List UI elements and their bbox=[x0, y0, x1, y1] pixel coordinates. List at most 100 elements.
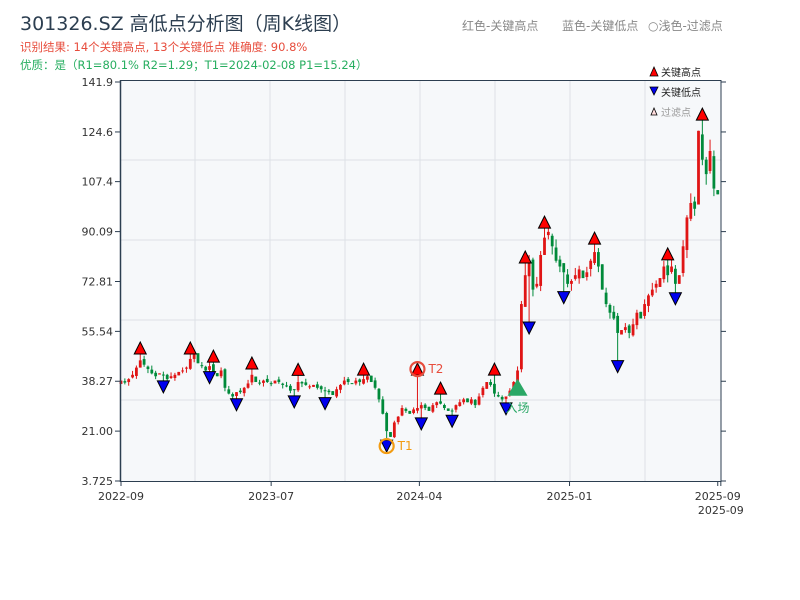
candle-body bbox=[650, 289, 654, 296]
candle-body bbox=[558, 259, 562, 267]
candle-body bbox=[439, 401, 442, 404]
candle-body bbox=[520, 304, 523, 370]
t1-circle bbox=[378, 437, 395, 455]
candle-body bbox=[408, 410, 412, 414]
candle-body bbox=[319, 386, 323, 390]
candle-body bbox=[489, 382, 492, 385]
candle-body bbox=[165, 374, 169, 380]
candle-body bbox=[685, 217, 689, 250]
candle-body bbox=[304, 382, 308, 385]
candle-body bbox=[196, 353, 200, 364]
candle-body bbox=[392, 422, 396, 438]
candle-body bbox=[604, 292, 608, 305]
candle-body bbox=[342, 380, 346, 385]
candle-body bbox=[581, 270, 585, 279]
candle-body bbox=[169, 376, 173, 379]
candle-body bbox=[681, 246, 685, 274]
candle-body bbox=[462, 399, 466, 403]
candle-body bbox=[315, 384, 319, 388]
candle-body bbox=[496, 395, 500, 397]
legend-filtered-icon bbox=[650, 106, 658, 116]
legend-high-label: 关键高点 bbox=[661, 66, 701, 79]
candle-body bbox=[700, 134, 704, 160]
candle-body bbox=[627, 325, 631, 333]
candle-body bbox=[346, 378, 350, 383]
candle-body bbox=[662, 266, 666, 280]
entry-marker bbox=[507, 378, 528, 396]
candle-body bbox=[185, 367, 188, 369]
candle-body bbox=[135, 367, 138, 376]
candle-body bbox=[597, 252, 600, 267]
candle-body bbox=[238, 390, 242, 393]
candle-body bbox=[308, 386, 312, 388]
candle-body bbox=[635, 312, 639, 326]
key-high-marker bbox=[487, 361, 502, 376]
candle-body bbox=[443, 405, 446, 409]
candle-body bbox=[231, 394, 235, 397]
candle-body bbox=[416, 408, 419, 411]
candle-body bbox=[173, 374, 177, 378]
candle-body bbox=[523, 275, 527, 307]
candle-body bbox=[458, 402, 462, 406]
t1-label: T1 bbox=[397, 439, 413, 453]
result-subtitle: 识别结果: 14个关键高点, 13个关键低点 准确度: 90.8% bbox=[20, 40, 307, 54]
x-tick-label: 2022-09 bbox=[98, 490, 144, 503]
candle-body bbox=[516, 370, 519, 383]
candle-body bbox=[138, 360, 142, 368]
candle-body bbox=[427, 406, 431, 411]
candle-body bbox=[362, 379, 365, 384]
candle-body bbox=[327, 390, 331, 393]
key-high-marker bbox=[206, 349, 221, 363]
x-tick-label: 2025-01 bbox=[547, 490, 593, 503]
candle-body bbox=[300, 382, 304, 384]
legend-low-label: 关键低点 bbox=[661, 86, 701, 99]
y-tick-label: 21.00 bbox=[82, 425, 114, 438]
candle-body bbox=[223, 369, 227, 388]
candle-body bbox=[593, 252, 596, 264]
candle-body bbox=[404, 408, 408, 411]
y-tick-label: 72.81 bbox=[82, 276, 114, 289]
candle-body bbox=[369, 375, 373, 383]
top-legend-low: 蓝色-关键低点 bbox=[562, 19, 638, 33]
candle-body bbox=[400, 408, 404, 416]
key-high-marker bbox=[356, 361, 371, 376]
y-tick-label: 124.6 bbox=[82, 126, 114, 139]
key-high-marker bbox=[660, 246, 675, 261]
chart-title: 301326.SZ 高低点分析图（周K线图） bbox=[20, 13, 351, 35]
candle-body bbox=[246, 383, 250, 388]
candle-body bbox=[546, 231, 550, 236]
t2-circle bbox=[409, 360, 426, 378]
candle-body bbox=[643, 304, 646, 316]
candle-body bbox=[570, 280, 573, 284]
candle-body bbox=[647, 295, 650, 306]
candle-body bbox=[181, 370, 184, 372]
y-tick-label: 55.54 bbox=[82, 325, 114, 338]
candle-body bbox=[215, 373, 219, 377]
candle-body bbox=[543, 237, 546, 255]
key-low-marker bbox=[668, 292, 683, 306]
candle-body bbox=[469, 399, 473, 404]
candle-body bbox=[554, 247, 558, 261]
candle-body bbox=[158, 373, 161, 375]
key-high-marker bbox=[183, 340, 198, 355]
key-high-marker bbox=[587, 230, 602, 245]
candle-body bbox=[562, 263, 566, 273]
candle-body bbox=[154, 372, 158, 377]
legend-high-icon bbox=[649, 66, 659, 77]
candle-body bbox=[242, 387, 246, 394]
y-tick-label: 107.4 bbox=[82, 176, 114, 189]
candles bbox=[119, 120, 720, 441]
y-tick-label: 90.09 bbox=[82, 226, 114, 239]
candle-body bbox=[123, 381, 127, 383]
candle-body bbox=[204, 366, 208, 371]
candle-body bbox=[708, 151, 712, 171]
candle-body bbox=[289, 385, 292, 391]
x-tick-label: 2025-09 bbox=[695, 490, 741, 503]
candle-body bbox=[146, 366, 150, 370]
key-low-marker bbox=[610, 360, 625, 374]
candle-body bbox=[296, 382, 300, 391]
candle-body bbox=[366, 376, 369, 380]
candle-body bbox=[493, 383, 496, 394]
candle-body bbox=[677, 275, 681, 284]
candle-body bbox=[670, 266, 673, 272]
